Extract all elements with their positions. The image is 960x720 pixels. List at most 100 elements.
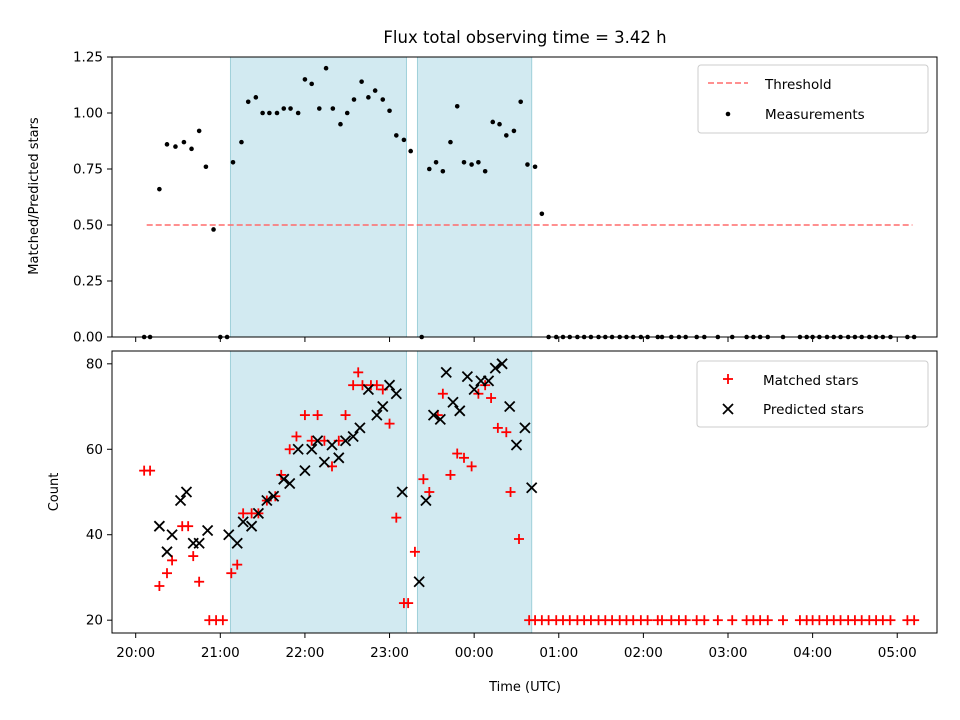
matched-star-point xyxy=(217,615,228,626)
bottom-x-axis: 20:00 21:00 22:00 23:00 00:00 01:00 02:00 03:00… xyxy=(116,633,917,661)
matched-star-point xyxy=(909,615,920,626)
top-ytick-label: 0.25 xyxy=(73,274,103,290)
measurement-point xyxy=(433,159,439,165)
predicted-star-point xyxy=(326,439,338,451)
measurement-point xyxy=(394,133,399,138)
predicted-star-point xyxy=(447,396,459,408)
measurement-point xyxy=(323,65,329,71)
predicted-star-point xyxy=(245,520,258,532)
matched-star-point xyxy=(306,435,317,446)
matched-star-point xyxy=(492,422,503,433)
top-y-axis: 0.00 0.25 0.50 0.75 1.00 1.25 xyxy=(73,50,112,346)
predicted-star-point xyxy=(519,422,531,434)
bottom-xtick-label: 23:00 xyxy=(370,645,409,661)
matched-star-point xyxy=(642,615,653,626)
top-ytick-label: 0.50 xyxy=(73,218,103,234)
matched-star-point xyxy=(778,615,788,626)
predicted-star-point xyxy=(231,537,243,549)
bottom-xtick-label: 00:00 xyxy=(455,645,494,661)
measurement-point xyxy=(476,159,481,165)
predicted-star-point xyxy=(413,576,425,588)
measurement-point xyxy=(469,162,474,167)
predicted-star-point xyxy=(306,443,318,455)
measurement-point xyxy=(401,137,407,143)
top-ytick-label: 1.00 xyxy=(73,106,103,122)
measurement-point xyxy=(539,211,545,217)
measurement-point xyxy=(338,121,343,127)
measurements-legend-label: Measurements xyxy=(765,107,865,123)
predicted-star-point xyxy=(339,435,352,447)
measurement-point xyxy=(253,95,259,100)
measurement-point xyxy=(196,128,202,134)
bottom-legend-box xyxy=(696,360,929,428)
bottom-y-axis: 20 40 60 80 xyxy=(86,356,112,629)
predicted-star-point xyxy=(496,358,508,370)
measurement-point xyxy=(427,166,432,172)
matched-star-point xyxy=(340,410,351,421)
measurement-point xyxy=(309,81,314,87)
matched-star-point xyxy=(501,427,512,438)
top-shaded-intervals xyxy=(229,56,533,338)
measurement-point xyxy=(302,77,308,82)
measurement-point xyxy=(317,106,322,111)
measurement-point xyxy=(408,148,413,154)
predicted-star-point xyxy=(193,537,205,549)
measurement-point xyxy=(344,110,350,116)
bottom-ytick-label: 40 xyxy=(86,527,103,543)
matched-legend-label: Matched stars xyxy=(763,373,859,389)
matched-star-point xyxy=(657,615,667,626)
predicted-star-point xyxy=(299,464,311,477)
measurement-point xyxy=(173,144,178,149)
bottom-xtick-label: 21:00 xyxy=(201,645,240,661)
bottom-xtick-label: 20:00 xyxy=(116,645,155,661)
bottom-ytick-label: 60 xyxy=(86,442,103,458)
predicted-star-point xyxy=(427,409,440,421)
measurement-point xyxy=(380,97,386,102)
measurement-point xyxy=(164,142,170,147)
predicted-star-point xyxy=(468,383,480,396)
matched-star-point xyxy=(167,555,178,566)
predicted-star-point xyxy=(318,456,331,468)
matched-star-point xyxy=(885,615,896,626)
matched-star-point xyxy=(348,380,359,391)
matched-star-point xyxy=(403,598,414,609)
measurement-point xyxy=(245,99,251,105)
predicted-star-point xyxy=(510,439,523,451)
top-legend: Threshold Measurements xyxy=(697,64,929,134)
predicted-star-point xyxy=(440,366,452,379)
measurement-point xyxy=(387,108,392,114)
matched-star-point xyxy=(183,521,194,532)
shaded-interval-1 xyxy=(229,350,407,634)
top-axes-frame xyxy=(111,56,938,338)
matched-star-point xyxy=(712,615,723,626)
bottom-axes-frame xyxy=(111,350,938,634)
matched-star-point xyxy=(276,469,287,480)
threshold-legend-label: Threshold xyxy=(764,77,832,93)
measurements-legend-marker xyxy=(725,111,731,117)
matched-star-point xyxy=(291,431,302,442)
matched-star-point xyxy=(299,410,310,421)
predicted-legend-marker xyxy=(722,403,734,415)
bottom-ytick-label: 80 xyxy=(86,356,103,372)
bottom-panel: 20 40 60 80 20:00 21:00 22:00 23:00 00:00 01:00 0… xyxy=(47,350,938,695)
matched-star-point xyxy=(188,551,199,562)
matched-star-point xyxy=(514,534,524,544)
predicted-star-point xyxy=(434,413,446,426)
bottom-xtick-label: 02:00 xyxy=(624,645,663,661)
matched-star-point xyxy=(445,469,456,480)
matched-star-point xyxy=(762,615,773,626)
measurement-point xyxy=(239,139,244,145)
matched-star-point xyxy=(226,568,237,579)
top-ytick-label: 0.00 xyxy=(73,330,103,346)
predicted-star-point xyxy=(371,409,383,421)
matched-star-point xyxy=(437,388,448,399)
matched-star-point xyxy=(418,474,429,485)
predicted-star-point xyxy=(153,520,166,532)
predicted-star-point xyxy=(267,490,280,502)
measurement-point xyxy=(274,110,280,116)
predicted-star-point xyxy=(333,452,345,464)
predicted-legend-label: Predicted stars xyxy=(763,402,864,418)
predicted-star-point xyxy=(396,486,408,498)
predicted-star-point xyxy=(161,546,173,558)
shaded-interval-1 xyxy=(229,56,407,338)
